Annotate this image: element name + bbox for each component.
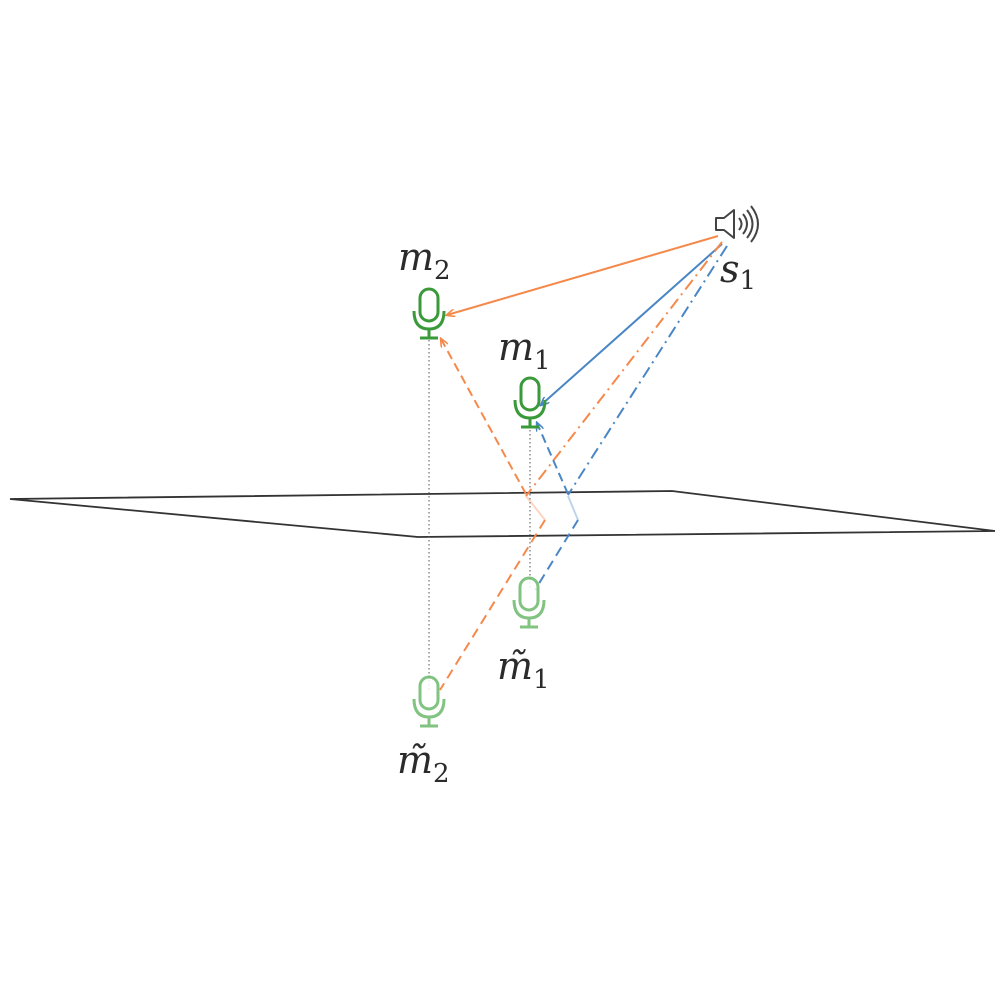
direct-path-to-mic1 [541,243,723,405]
faded-segment-orange [525,495,546,521]
source-to-reflection-blue [567,245,728,496]
microphone-icon [412,675,446,728]
label-image-mic1: m̃1 [497,644,550,695]
reflected-path-to-mic2 [441,339,527,495]
microphone-icon [412,287,446,340]
label-image-mic2: m̃2 [397,738,450,789]
virtual-path-to-image-mic2 [439,519,546,691]
label-source: s1 [720,247,756,296]
label-mic1: m1 [498,325,551,376]
source-to-reflection-orange [525,241,723,497]
microphone-icon [512,576,546,629]
label-mic2: m2 [398,235,451,286]
reflecting-plane [9,490,996,538]
virtual-path-to-image-mic1 [534,519,579,591]
speaker-icon [715,205,759,243]
direct-path-to-mic2 [447,235,719,315]
reflected-path-to-mic1 [537,423,569,495]
microphone-icon [513,376,547,429]
faded-segment-blue [567,495,579,521]
